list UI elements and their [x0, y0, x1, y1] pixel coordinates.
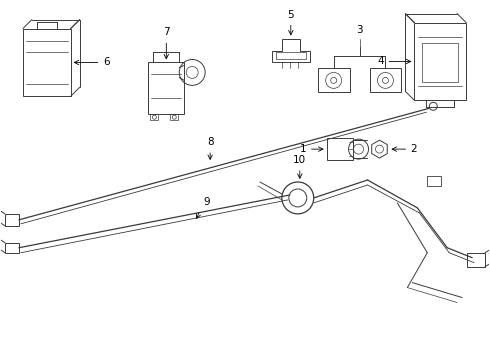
Bar [150, 114, 158, 120]
Text: 3: 3 [356, 24, 363, 35]
Bar [427, 176, 441, 186]
Text: 9: 9 [203, 197, 210, 207]
Text: 10: 10 [293, 155, 306, 165]
Bar [171, 114, 178, 120]
Bar [148, 62, 184, 114]
Text: 4: 4 [378, 57, 385, 67]
Bar [327, 138, 353, 160]
Bar [369, 68, 401, 92]
Text: 1: 1 [300, 144, 307, 154]
Bar [5, 243, 19, 253]
Bar [276, 53, 306, 59]
Bar [422, 42, 458, 82]
Text: 7: 7 [163, 27, 170, 37]
Bar [318, 68, 349, 92]
Bar [23, 28, 71, 96]
Bar [5, 214, 19, 226]
Text: 8: 8 [207, 137, 214, 147]
Bar [415, 23, 466, 100]
Bar [467, 253, 485, 267]
Text: 2: 2 [410, 144, 417, 154]
Text: 6: 6 [103, 58, 110, 67]
Text: 5: 5 [288, 10, 294, 20]
